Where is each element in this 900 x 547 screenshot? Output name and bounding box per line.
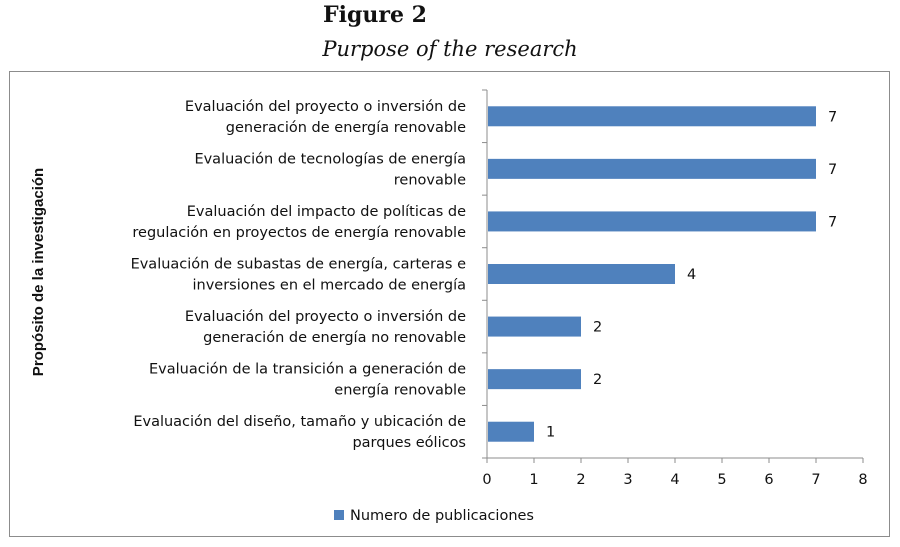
category-label: Evaluación del impacto de políticas de re…	[132, 204, 466, 241]
category-label-line: regulación en proyectos de energía renov…	[132, 225, 466, 241]
data-label: 2	[593, 320, 602, 336]
x-tick-label: 5	[717, 472, 726, 488]
bar	[488, 264, 675, 284]
category-label-line: Evaluación del proyecto o inversión de	[185, 309, 466, 325]
legend-swatch	[334, 510, 344, 520]
legend-label: Numero de publicaciones	[350, 508, 534, 524]
x-tick-label: 3	[623, 472, 632, 488]
bar	[488, 369, 581, 390]
category-label: Evaluación de la transición a generación…	[149, 362, 466, 399]
category-label: Evaluación del diseño, tamaño y ubicació…	[133, 414, 466, 451]
category-label-line: generación de energía renovable	[226, 120, 466, 136]
y-axis-label: Propósito de la investigación	[30, 168, 47, 376]
category-label-line: Evaluación del impacto de políticas de	[187, 204, 466, 220]
category-label-line: inversiones en el mercado de energía	[192, 278, 466, 294]
category-label-line: Evaluación de tecnologías de energía	[194, 151, 466, 167]
chart-frame	[9, 71, 890, 537]
bar	[488, 421, 534, 442]
category-label-line: Evaluación de la transición a generación…	[149, 362, 466, 378]
category-label: Evaluación de tecnologías de energía reno…	[194, 151, 466, 188]
data-label: 2	[593, 372, 602, 388]
category-label-line: Evaluación de subastas de energía, carte…	[131, 257, 467, 273]
bar	[488, 158, 816, 179]
data-label: 7	[828, 214, 837, 230]
bars-group	[488, 106, 816, 442]
data-label: 7	[828, 109, 837, 125]
x-tick-label: 8	[858, 472, 867, 488]
category-label-line: Evaluación del proyecto o inversión de	[185, 99, 466, 115]
legend: Numero de publicaciones	[334, 508, 534, 524]
figure-subtitle: Purpose of the research	[322, 37, 578, 61]
x-tick-label: 6	[764, 472, 773, 488]
x-tick-label: 4	[670, 472, 679, 488]
category-label-line: generación de energía no renovable	[203, 330, 466, 346]
data-label: 1	[546, 425, 555, 441]
data-label: 4	[687, 267, 696, 283]
x-tick-label: 7	[811, 472, 820, 488]
x-tick-label: 2	[576, 472, 585, 488]
x-tick-label: 0	[482, 472, 491, 488]
labels-group: 7 Evaluación del proyecto o inversión de g…	[131, 99, 838, 451]
figure-title: Figure 2	[323, 2, 427, 28]
bar	[488, 211, 816, 232]
bar	[488, 316, 581, 337]
category-label: Evaluación del proyecto o inversión de ge…	[185, 309, 466, 346]
category-label-line: parques eólicos	[352, 435, 466, 451]
category-label-line: energía renovable	[334, 383, 466, 399]
data-label: 7	[828, 162, 837, 178]
category-label: Evaluación del proyecto o inversión de ge…	[185, 99, 466, 136]
category-label-line: Evaluación del diseño, tamaño y ubicació…	[133, 414, 466, 430]
x-tick-label: 1	[529, 472, 538, 488]
axes-group: 0 1 2 3 4 5 6 7 8	[482, 89, 868, 488]
bar	[488, 106, 816, 127]
category-label: Evaluación de subastas de energía, carte…	[131, 257, 467, 294]
category-label-line: renovable	[394, 172, 466, 188]
